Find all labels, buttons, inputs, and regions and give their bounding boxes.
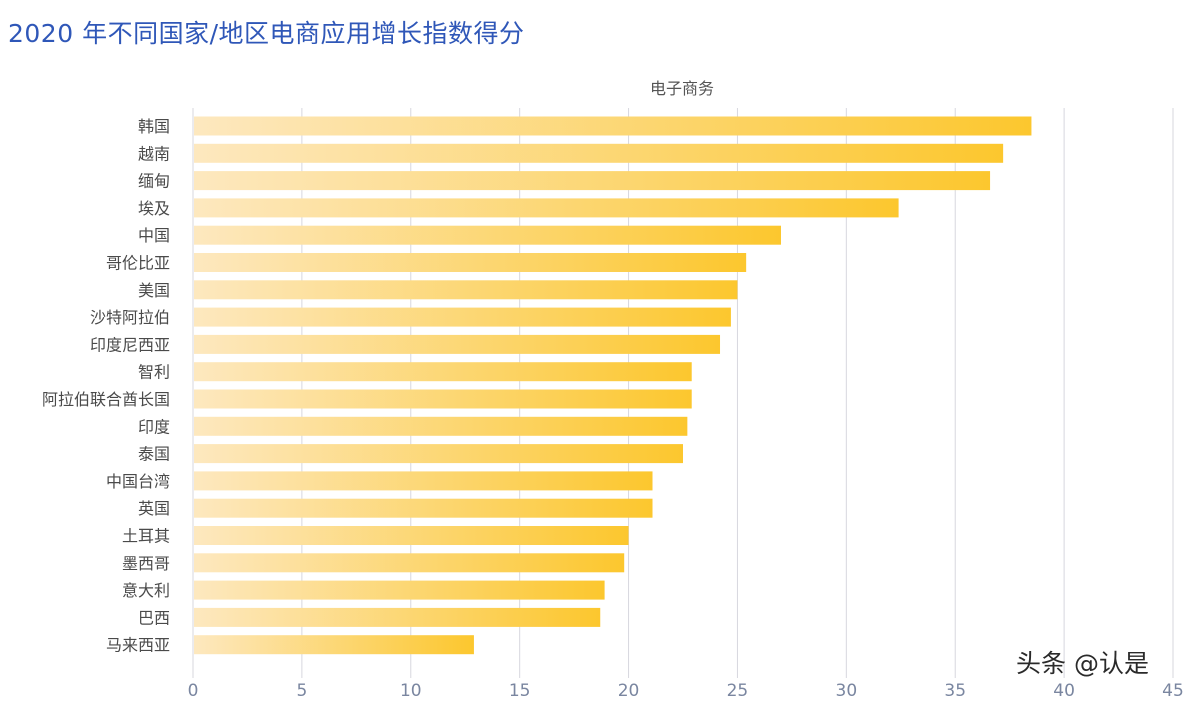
category-label: 美国 <box>138 281 170 300</box>
bar <box>194 389 692 409</box>
bar <box>194 444 683 464</box>
bar <box>194 553 625 573</box>
bar <box>194 143 1004 163</box>
category-label: 英国 <box>138 499 170 518</box>
bar <box>194 280 738 300</box>
category-label: 缅甸 <box>138 172 170 191</box>
category-label: 智利 <box>138 363 170 382</box>
category-label: 中国台湾 <box>106 472 170 491</box>
bar <box>194 307 731 327</box>
x-axis-ticks: 0 5 10 15 20 25 30 35 40 45 <box>188 681 1184 701</box>
category-label: 土耳其 <box>122 527 170 546</box>
category-label: 韩国 <box>138 117 170 136</box>
bar <box>194 225 781 245</box>
bar <box>194 635 474 655</box>
category-label: 巴西 <box>138 608 170 627</box>
bar <box>194 416 688 436</box>
category-label: 越南 <box>138 144 170 163</box>
bar <box>194 362 692 382</box>
bar <box>194 198 899 218</box>
category-label: 中国 <box>138 226 170 245</box>
bar <box>194 526 629 545</box>
bar <box>194 171 991 191</box>
bar <box>194 471 653 491</box>
chart-title: 电子商务 <box>650 79 714 98</box>
x-tick-label: 0 <box>188 681 199 701</box>
x-tick-label: 20 <box>618 681 640 701</box>
category-label: 阿拉伯联合酋长国 <box>42 390 170 409</box>
x-tick-label: 30 <box>836 681 858 701</box>
watermark: 头条 @认是 <box>1016 649 1149 678</box>
category-label: 马来西亚 <box>106 636 170 655</box>
x-tick-label: 25 <box>727 681 749 701</box>
page-title: 2020 年不同国家/地区电商应用增长指数得分 <box>8 19 525 48</box>
category-label: 印度尼西亚 <box>90 335 170 354</box>
x-tick-label: 40 <box>1053 681 1075 701</box>
bars <box>194 116 1032 655</box>
bar <box>194 334 721 354</box>
category-label: 意大利 <box>122 581 170 600</box>
category-label: 泰国 <box>138 445 170 464</box>
category-label: 沙特阿拉伯 <box>90 308 170 327</box>
x-tick-label: 10 <box>400 681 422 701</box>
x-tick-label: 45 <box>1162 681 1184 701</box>
category-label: 哥伦比亚 <box>106 254 170 273</box>
category-labels: 韩国越南缅甸埃及中国哥伦比亚美国沙特阿拉伯印度尼西亚智利阿拉伯联合酋长国印度泰国… <box>42 117 170 655</box>
category-label: 埃及 <box>138 199 170 218</box>
category-label: 印度 <box>138 417 170 436</box>
x-tick-label: 15 <box>509 681 531 701</box>
x-tick-label: 35 <box>944 681 966 701</box>
bar <box>194 580 605 600</box>
category-label: 墨西哥 <box>122 554 170 573</box>
bar <box>194 607 601 627</box>
bar <box>194 498 653 518</box>
bar <box>194 116 1032 136</box>
x-tick-label: 5 <box>296 681 307 701</box>
bar <box>194 253 747 272</box>
